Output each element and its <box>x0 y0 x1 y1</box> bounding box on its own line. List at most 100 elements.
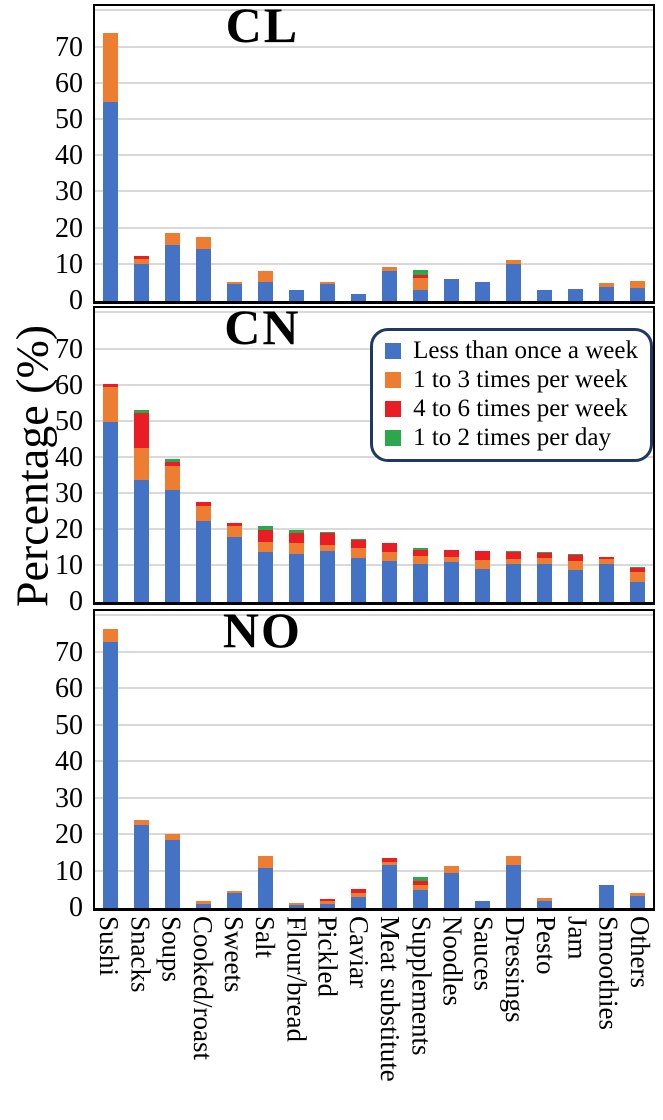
gridline <box>95 190 653 193</box>
stacked-bar <box>227 611 242 908</box>
bar-segment <box>320 284 335 301</box>
stacked-bar <box>165 6 180 301</box>
bar-slot-cooked-roast <box>188 611 219 908</box>
bar-slot-pesto <box>529 6 560 301</box>
bar-segment <box>506 558 521 565</box>
bar-slot-caviar <box>343 611 374 908</box>
x-axis-label: Caviar <box>343 916 374 988</box>
bar-slot-others <box>622 308 653 602</box>
bar-slot-salt <box>250 308 281 602</box>
stacked-bar <box>196 611 211 908</box>
gridline <box>95 455 653 458</box>
legend-swatch-blue-icon <box>385 342 402 359</box>
x-axis-label: Noodles <box>437 916 468 1006</box>
gridline <box>95 869 653 872</box>
bar-segment <box>196 901 211 904</box>
stacked-bar <box>320 6 335 301</box>
gridline <box>95 527 653 530</box>
bar-slot-smoothies <box>591 308 622 602</box>
x-axis-label: Jam <box>562 916 593 960</box>
legend-label: Less than once a week <box>413 337 638 364</box>
stacked-bar <box>599 611 614 908</box>
stacked-bar <box>506 611 521 908</box>
bar-slot-flour-bread <box>281 611 312 908</box>
legend-label: 1 to 2 times per day <box>413 424 611 451</box>
stacked-bar <box>475 6 490 301</box>
stacked-bar <box>382 611 397 908</box>
stacked-bar <box>165 308 180 602</box>
bar-segment <box>227 537 242 602</box>
bar-segment <box>134 824 149 908</box>
bar-segment <box>134 410 149 413</box>
bar-segment <box>196 248 211 301</box>
x-label-slot: Caviar <box>343 916 374 1120</box>
x-axis-label: Supplements <box>406 916 437 1056</box>
stacked-bar <box>630 611 645 908</box>
bar-segment <box>413 884 428 890</box>
gridline <box>95 491 653 494</box>
bar-segment <box>599 558 614 564</box>
bar-segment <box>258 270 273 282</box>
bar-segment <box>506 550 521 553</box>
bar-slot-meat-substitute <box>374 611 405 908</box>
bar-segment <box>289 289 304 301</box>
stacked-bar <box>134 611 149 908</box>
stacked-bar <box>599 6 614 301</box>
bar-segment <box>413 564 428 602</box>
bar-segment <box>165 466 180 490</box>
bar-segment <box>475 901 490 908</box>
plot-area-no: 0 10 20 30 40 50 60 70 <box>55 611 653 923</box>
stacked-bar <box>568 308 583 602</box>
stacked-bar <box>413 6 428 301</box>
y-tick-label: 30 <box>55 176 83 208</box>
bar-segment <box>320 904 335 908</box>
x-axis-label: Sushi <box>94 916 125 977</box>
y-tick-label: 10 <box>55 855 83 887</box>
x-label-slot: Noodles <box>436 916 468 1120</box>
bar-segment <box>475 282 490 301</box>
stacked-bar <box>475 611 490 908</box>
bar-segment <box>351 539 366 548</box>
bar-segment <box>413 556 428 565</box>
bar-segment <box>165 244 180 301</box>
bar-segment <box>413 548 428 551</box>
bar-slot-soups <box>157 6 188 301</box>
bar-segment <box>630 571 645 583</box>
bar-segment <box>134 264 149 301</box>
y-tick-label: 50 <box>55 405 83 437</box>
bar-segment <box>475 569 490 602</box>
bar-slot-meat-substitute <box>374 308 405 602</box>
panel-title-cn: CN <box>224 299 301 355</box>
bar-segment <box>289 903 304 906</box>
bar-segment <box>413 274 428 278</box>
bar-segment <box>599 884 614 908</box>
bar-segment <box>537 564 552 602</box>
bar-segment <box>320 533 335 546</box>
x-label-slot: Pesto <box>530 916 561 1120</box>
bar-segment <box>444 550 459 557</box>
bar-segment <box>351 547 366 558</box>
y-tick-label: 20 <box>55 819 83 851</box>
legend-item: 1 to 2 times per day <box>385 423 638 452</box>
bar-slot-salt <box>250 6 281 301</box>
gridline <box>95 563 653 566</box>
bar-segment <box>103 33 118 102</box>
bar-segment <box>506 259 521 265</box>
x-axis-label: Salt <box>250 916 281 959</box>
bar-segment <box>165 233 180 245</box>
stacked-bar <box>444 308 459 602</box>
bar-segment <box>444 556 459 562</box>
bar-segment <box>134 259 149 265</box>
gridline <box>95 45 653 48</box>
bar-segment <box>630 567 645 568</box>
panel-title-no: NO <box>222 602 302 658</box>
stacked-bar <box>351 6 366 301</box>
bar-segment <box>537 558 552 565</box>
bar-segment <box>227 890 242 893</box>
bar-segment <box>444 866 459 873</box>
stacked-bar <box>320 611 335 908</box>
bar-slot-pickled <box>312 308 343 602</box>
bar-segment <box>258 529 273 542</box>
bar-segment <box>537 290 552 301</box>
gridline <box>95 311 653 314</box>
